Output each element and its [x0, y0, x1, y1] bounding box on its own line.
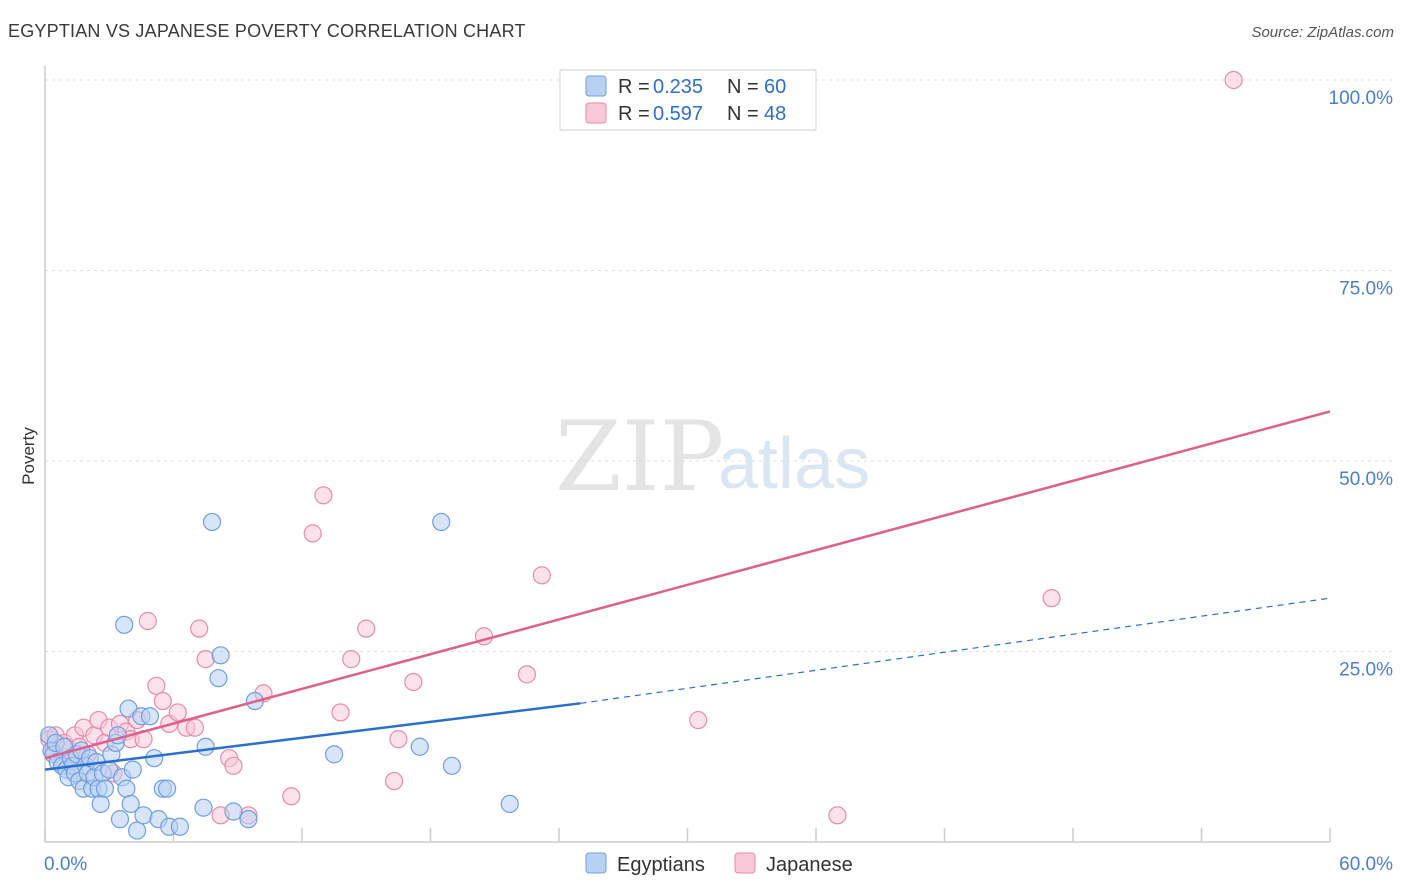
japanese-point [1224, 70, 1243, 90]
trend-lines [44, 410, 1331, 771]
chart-title: EGYPTIAN VS JAPANESE POVERTY CORRELATION… [8, 21, 526, 41]
japanese-point [532, 566, 551, 585]
x-tick-label-max: 60.0% [1339, 854, 1393, 875]
bottom-legend-label-egyptians: Egyptians [617, 854, 705, 876]
egyptian-point [123, 760, 142, 779]
y-tick-label: 100.0% [1329, 88, 1394, 109]
legend-swatch-japanese [585, 102, 607, 124]
japanese-point [357, 619, 376, 638]
egyptian-trend-extension [580, 597, 1331, 704]
egyptian-point [170, 817, 190, 836]
japanese-point [138, 611, 157, 631]
legend-r-label-japanese: R = [618, 103, 650, 125]
egyptian-point [194, 798, 213, 817]
egyptian-point [410, 737, 429, 756]
japanese-point [517, 665, 536, 684]
y-tick-label: 50.0% [1339, 469, 1393, 490]
egyptian-point [115, 615, 134, 634]
egyptian-point [196, 737, 215, 756]
bottom-legend: Egyptians Japanese [585, 852, 853, 876]
egyptian-trend-line [44, 702, 581, 771]
japanese-point [224, 756, 243, 775]
x-axis-ticks [44, 828, 1331, 842]
egyptian-point [110, 810, 130, 829]
japanese-point [185, 718, 205, 737]
legend-r-value-egyptians: 0.235 [653, 76, 703, 98]
japanese-point [828, 806, 847, 825]
legend: R = 0.235 N = 60 R = 0.597 N = 48 [559, 69, 817, 131]
japanese-point [384, 771, 404, 791]
japanese-point [331, 703, 350, 722]
japanese-trend-line [44, 410, 1331, 760]
japanese-point [1042, 589, 1061, 608]
egyptian-point [500, 794, 519, 814]
egyptian-point [95, 779, 115, 798]
japanese-point [689, 710, 708, 730]
legend-n-label-egyptians: N = [727, 76, 759, 98]
watermark-zip: ZIP [555, 401, 724, 513]
egyptian-point [224, 802, 243, 821]
y-axis-label: Poverty [19, 427, 38, 485]
japanese-point [404, 672, 423, 692]
japanese-point [303, 524, 322, 543]
egyptian-point [211, 646, 230, 665]
legend-swatch-egyptians [585, 75, 607, 97]
grid [45, 79, 1393, 652]
chart-source: Source: ZipAtlas.com [1251, 24, 1394, 41]
legend-r-label-egyptians: R = [618, 76, 650, 98]
egyptian-point [140, 707, 160, 726]
egyptian-point [442, 756, 462, 775]
japanese-point [147, 676, 166, 695]
japanese-point [282, 787, 301, 806]
egyptian-points [40, 512, 519, 840]
legend-n-label-japanese: N = [727, 103, 759, 125]
egyptian-point [145, 749, 164, 768]
japanese-point [314, 486, 333, 505]
legend-r-value-japanese: 0.597 [653, 103, 703, 125]
japanese-point [190, 619, 209, 638]
japanese-point [342, 650, 361, 669]
egyptian-point [239, 810, 258, 829]
egyptian-point [325, 745, 344, 764]
egyptian-point [157, 779, 177, 798]
watermark-atlas: atlas [718, 424, 870, 504]
bottom-legend-swatch-egyptians [585, 852, 607, 874]
legend-n-value-egyptians: 60 [764, 76, 786, 98]
egyptian-point [117, 779, 136, 798]
egyptian-point [127, 821, 147, 840]
bottom-legend-label-japanese: Japanese [766, 854, 853, 876]
egyptian-point [134, 806, 153, 825]
egyptian-point [121, 794, 140, 814]
japanese-point [389, 730, 408, 749]
japanese-point [196, 650, 215, 669]
y-axis-ticks: 25.0% 50.0% 75.0% 100.0% [1329, 88, 1394, 681]
x-tick-label-min: 0.0% [44, 854, 87, 875]
bottom-legend-swatch-japanese [734, 852, 756, 874]
egyptian-point [91, 794, 110, 814]
egyptian-point [202, 512, 222, 532]
y-tick-label: 25.0% [1339, 660, 1393, 681]
japanese-point [168, 703, 187, 722]
japanese-point [153, 691, 172, 711]
y-tick-label: 75.0% [1339, 279, 1393, 300]
egyptian-point [209, 669, 228, 688]
legend-n-value-japanese: 48 [764, 103, 786, 125]
egyptian-point [432, 512, 451, 532]
